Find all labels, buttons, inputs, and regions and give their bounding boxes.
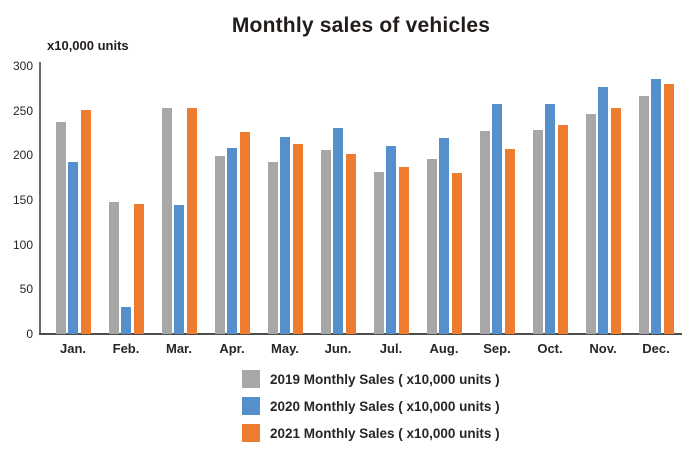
bar-mar-2021 — [186, 107, 197, 334]
x-axis-label: Jan. — [59, 341, 86, 356]
legend: 2019 Monthly Sales ( x10,000 units ) 2020… — [242, 370, 500, 451]
bar-dec-2021 — [663, 83, 674, 334]
bar-may-2021 — [292, 143, 303, 334]
bar-aug-2019 — [426, 158, 437, 334]
y-axis-unit-label: x10,000 units — [47, 38, 129, 53]
y-tick-label: 100 — [12, 237, 33, 252]
bar-apr-2021 — [239, 132, 250, 334]
legend-swatch-icon — [242, 370, 260, 388]
y-tick-label: 150 — [12, 193, 33, 207]
bar-apr-2020 — [227, 148, 237, 334]
bar-jan-2019 — [55, 122, 66, 334]
x-axis-label: Jul. — [379, 341, 403, 356]
legend-swatch-icon — [242, 424, 260, 442]
x-axis-label: Oct. — [537, 341, 563, 356]
y-tick-label: 0 — [26, 327, 33, 341]
bar-jun-2021 — [345, 153, 356, 334]
bar-jan-2021 — [80, 109, 91, 334]
y-axis-line — [39, 62, 41, 335]
bar-jul-2021 — [398, 166, 409, 334]
bar-aug-2020 — [439, 138, 449, 334]
bar-oct-2020 — [545, 103, 555, 334]
bar-nov-2021 — [610, 107, 621, 334]
bar-jan-2020 — [68, 161, 78, 334]
legend-row: 2020 Monthly Sales ( x10,000 units ) — [242, 397, 500, 415]
chart-title: Monthly sales of vehicles — [231, 14, 491, 37]
x-axis-label: Mar. — [165, 341, 192, 356]
legend-label: 2019 Monthly Sales ( x10,000 units ) — [270, 371, 500, 387]
bar-nov-2020 — [598, 86, 608, 334]
x-axis-label: Aug. — [429, 341, 459, 356]
bar-oct-2021 — [557, 124, 568, 334]
bar-feb-2019 — [108, 201, 119, 334]
bar-jul-2020 — [386, 145, 396, 334]
bar-mar-2020 — [174, 205, 184, 334]
bar-jun-2020 — [333, 127, 343, 334]
x-axis-label: Feb. — [112, 341, 140, 356]
bar-jun-2019 — [320, 149, 331, 334]
legend-label: 2020 Monthly Sales ( x10,000 units ) — [270, 398, 500, 414]
bar-jul-2019 — [373, 172, 384, 334]
bar-sep-2021 — [504, 149, 515, 334]
bar-oct-2019 — [532, 130, 543, 334]
x-axis-label: May. — [271, 341, 299, 356]
bar-feb-2021 — [133, 203, 144, 334]
x-axis-label: Dec. — [642, 341, 670, 356]
bar-feb-2020 — [121, 307, 131, 334]
bar-may-2020 — [280, 137, 290, 334]
x-axis-label: Jun. — [324, 341, 352, 356]
legend-swatch-icon — [242, 397, 260, 415]
bar-dec-2019 — [638, 96, 649, 334]
bar-aug-2021 — [451, 173, 462, 334]
bar-may-2019 — [267, 162, 278, 334]
x-axis-label: Apr. — [219, 341, 245, 356]
y-tick-label: 300 — [12, 59, 33, 73]
legend-row: 2021 Monthly Sales ( x10,000 units ) — [242, 424, 500, 442]
x-axis-label: Sep. — [483, 341, 511, 356]
legend-label: 2021 Monthly Sales ( x10,000 units ) — [270, 425, 500, 441]
bar-mar-2019 — [161, 107, 172, 334]
y-tick-label: 200 — [12, 148, 33, 163]
y-tick-label: 250 — [12, 103, 33, 118]
bar-sep-2020 — [492, 104, 502, 334]
y-tick-label: 50 — [19, 282, 33, 297]
x-axis-label: Nov. — [589, 341, 617, 356]
bar-dec-2020 — [651, 79, 661, 334]
legend-row: 2019 Monthly Sales ( x10,000 units ) — [242, 370, 500, 388]
bar-apr-2019 — [214, 156, 225, 334]
bar-sep-2019 — [479, 131, 490, 334]
x-axis-line — [39, 333, 682, 335]
bar-nov-2019 — [585, 114, 596, 334]
